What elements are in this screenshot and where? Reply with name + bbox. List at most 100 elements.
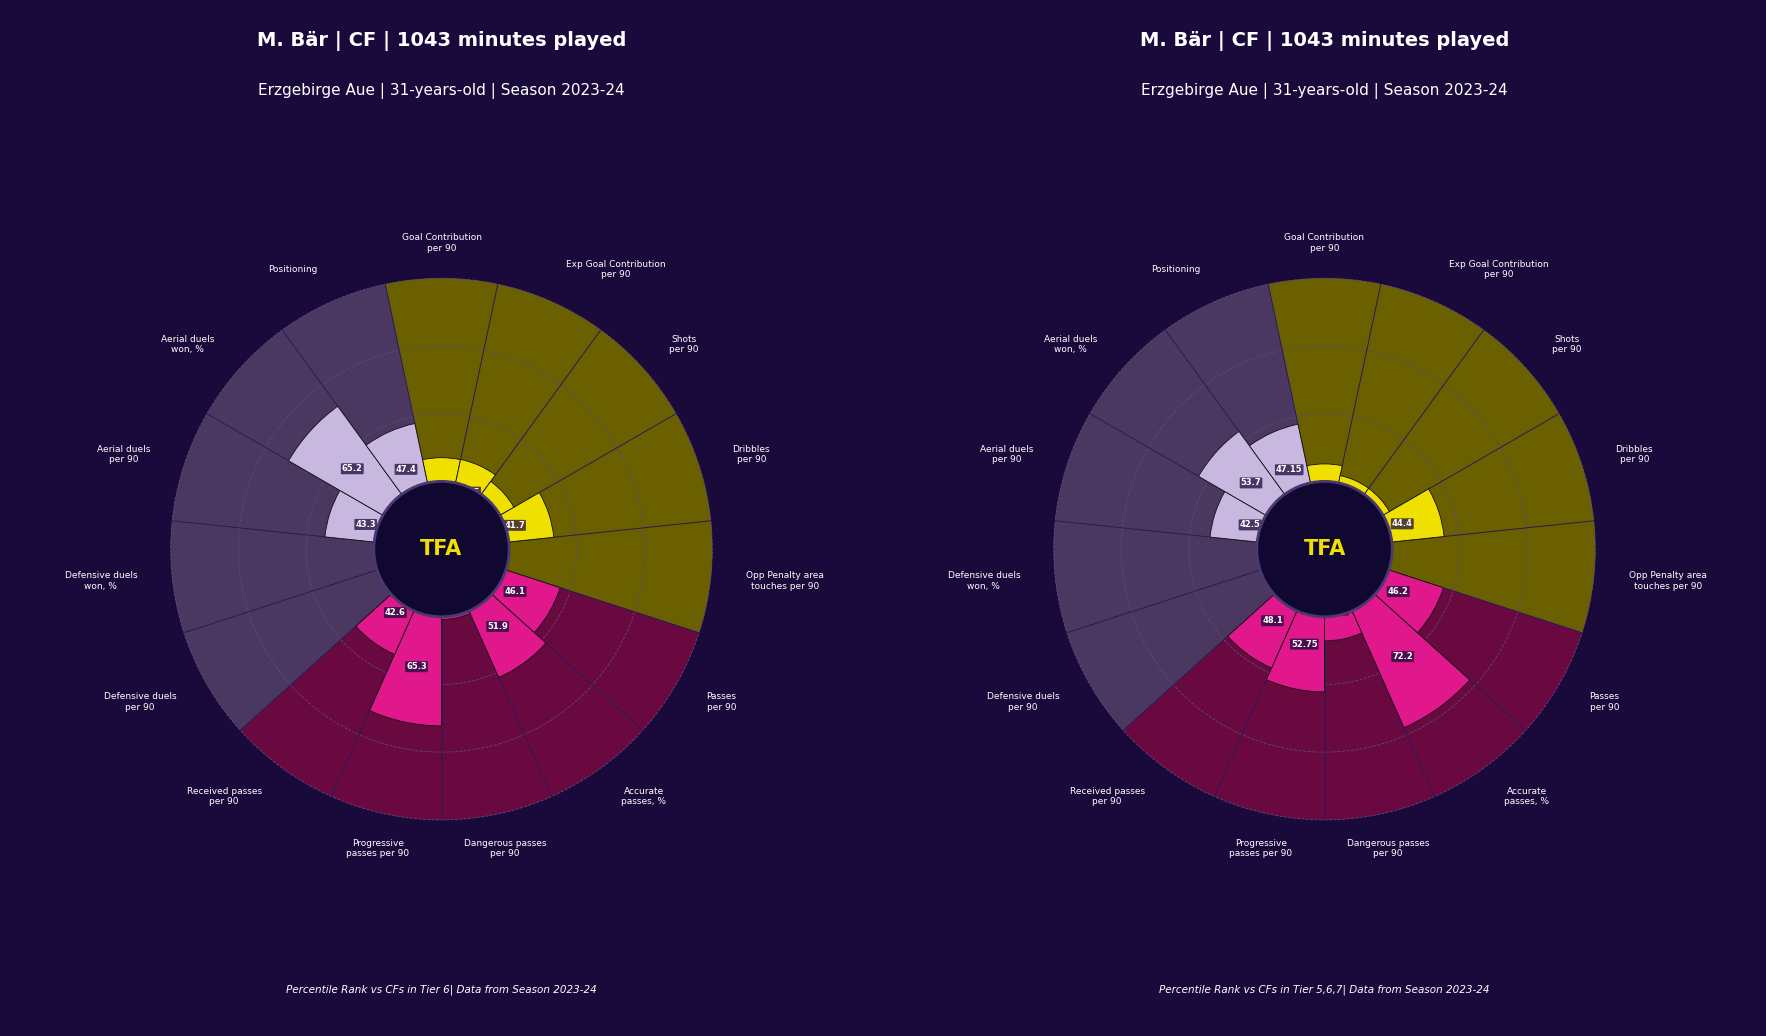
- Wedge shape: [184, 549, 442, 730]
- Wedge shape: [1067, 549, 1324, 730]
- Text: Percentile Rank vs CFs in Tier 5,6,7| Data from Season 2023-24: Percentile Rank vs CFs in Tier 5,6,7| Da…: [1158, 984, 1491, 995]
- Text: 44.4: 44.4: [1392, 519, 1413, 528]
- Text: 26.03: 26.03: [438, 592, 464, 601]
- Text: 42.6: 42.6: [385, 608, 406, 617]
- Text: Erzgebirge Aue | 31-years-old | Season 2023-24: Erzgebirge Aue | 31-years-old | Season 2…: [1141, 83, 1508, 98]
- Wedge shape: [1166, 284, 1324, 549]
- Circle shape: [374, 482, 509, 616]
- Wedge shape: [1365, 330, 1559, 515]
- Wedge shape: [1166, 284, 1310, 494]
- Text: 42.5: 42.5: [1240, 520, 1261, 529]
- Wedge shape: [207, 330, 401, 515]
- Wedge shape: [1056, 413, 1324, 549]
- Wedge shape: [207, 330, 442, 549]
- Text: Aerial duels
won, %: Aerial duels won, %: [1044, 335, 1097, 354]
- Circle shape: [1257, 482, 1392, 616]
- Wedge shape: [1324, 284, 1483, 549]
- Wedge shape: [1324, 488, 1390, 549]
- Wedge shape: [1090, 330, 1324, 549]
- Text: 48.1: 48.1: [1263, 616, 1282, 626]
- Wedge shape: [355, 549, 442, 655]
- Wedge shape: [442, 493, 555, 549]
- Wedge shape: [1374, 570, 1582, 730]
- Wedge shape: [1388, 521, 1595, 633]
- Wedge shape: [240, 549, 442, 797]
- Text: Defensive duels
per 90: Defensive duels per 90: [987, 692, 1060, 712]
- Wedge shape: [1210, 491, 1324, 549]
- Wedge shape: [1324, 611, 1434, 819]
- Wedge shape: [1199, 431, 1324, 549]
- Text: 41.7: 41.7: [503, 521, 525, 529]
- Text: TFA: TFA: [1303, 539, 1346, 559]
- Wedge shape: [385, 279, 498, 549]
- Wedge shape: [442, 549, 551, 819]
- Wedge shape: [1215, 549, 1324, 819]
- Wedge shape: [171, 521, 378, 633]
- Wedge shape: [171, 521, 442, 633]
- Text: Dangerous passes
per 90: Dangerous passes per 90: [1347, 839, 1429, 858]
- Text: Defensive duels
won, %: Defensive duels won, %: [948, 572, 1021, 591]
- Text: 19.3: 19.3: [466, 548, 487, 557]
- Text: 11.3: 11.3: [411, 556, 433, 565]
- Wedge shape: [1324, 330, 1559, 549]
- Wedge shape: [1266, 549, 1324, 692]
- Wedge shape: [1268, 279, 1381, 549]
- Text: Percentile Rank vs CFs in Tier 6| Data from Season 2023-24: Percentile Rank vs CFs in Tier 6| Data f…: [286, 984, 597, 995]
- Wedge shape: [442, 413, 710, 549]
- Wedge shape: [366, 424, 442, 549]
- Wedge shape: [1324, 549, 1434, 819]
- Text: 43.3: 43.3: [355, 520, 376, 529]
- Wedge shape: [442, 549, 470, 620]
- Wedge shape: [442, 611, 551, 819]
- Text: 12.9: 12.9: [1340, 547, 1362, 556]
- Wedge shape: [1302, 549, 1324, 566]
- Wedge shape: [1067, 570, 1275, 730]
- Wedge shape: [1339, 284, 1483, 494]
- Text: Shots
per 90: Shots per 90: [669, 335, 698, 354]
- Text: Exp Goal Contribution
per 90: Exp Goal Contribution per 90: [565, 260, 666, 280]
- Text: 52.75: 52.75: [1291, 639, 1317, 649]
- Text: M. Bär | CF | 1043 minutes played: M. Bär | CF | 1043 minutes played: [256, 31, 627, 51]
- Text: Passes
per 90: Passes per 90: [1589, 692, 1619, 712]
- Wedge shape: [1324, 549, 1526, 797]
- Wedge shape: [456, 284, 600, 494]
- Wedge shape: [1054, 521, 1324, 633]
- Wedge shape: [482, 330, 676, 515]
- Wedge shape: [1250, 424, 1324, 549]
- Text: 33.85: 33.85: [454, 488, 480, 496]
- Wedge shape: [332, 611, 442, 819]
- Text: 65.2: 65.2: [343, 464, 362, 473]
- Wedge shape: [1324, 549, 1362, 641]
- Text: Dribbles
per 90: Dribbles per 90: [733, 444, 770, 464]
- Wedge shape: [491, 570, 699, 730]
- Text: 65.3: 65.3: [406, 662, 427, 671]
- Wedge shape: [442, 459, 496, 549]
- Text: Aerial duels
per 90: Aerial duels per 90: [980, 444, 1033, 464]
- Text: Dribbles
per 90: Dribbles per 90: [1616, 444, 1653, 464]
- Wedge shape: [1054, 521, 1261, 633]
- Text: Shots
per 90: Shots per 90: [1552, 335, 1581, 354]
- Wedge shape: [1324, 545, 1360, 559]
- Text: 47.15: 47.15: [1275, 465, 1303, 474]
- Text: Goal Contribution
per 90: Goal Contribution per 90: [1284, 233, 1365, 253]
- Wedge shape: [1324, 549, 1582, 730]
- Wedge shape: [1123, 549, 1324, 797]
- Text: Opp Penalty area
touches per 90: Opp Penalty area touches per 90: [745, 572, 823, 591]
- Text: 33.9: 33.9: [1328, 606, 1347, 614]
- Wedge shape: [1324, 413, 1593, 549]
- Wedge shape: [442, 549, 699, 730]
- Wedge shape: [1090, 330, 1284, 515]
- Text: Defensive duels
per 90: Defensive duels per 90: [104, 692, 177, 712]
- Text: Goal Contribution
per 90: Goal Contribution per 90: [401, 233, 482, 253]
- Text: Received passes
per 90: Received passes per 90: [1070, 787, 1144, 806]
- Wedge shape: [1275, 544, 1324, 565]
- Wedge shape: [283, 284, 442, 549]
- Text: M. Bär | CF | 1043 minutes played: M. Bär | CF | 1043 minutes played: [1139, 31, 1510, 51]
- Text: 30.9: 30.9: [473, 507, 494, 516]
- Wedge shape: [1353, 595, 1526, 797]
- Text: Defensive duels
won, %: Defensive duels won, %: [65, 572, 138, 591]
- Text: 33.75: 33.75: [429, 483, 454, 491]
- Wedge shape: [422, 458, 461, 549]
- Wedge shape: [240, 595, 413, 797]
- Wedge shape: [1056, 413, 1266, 542]
